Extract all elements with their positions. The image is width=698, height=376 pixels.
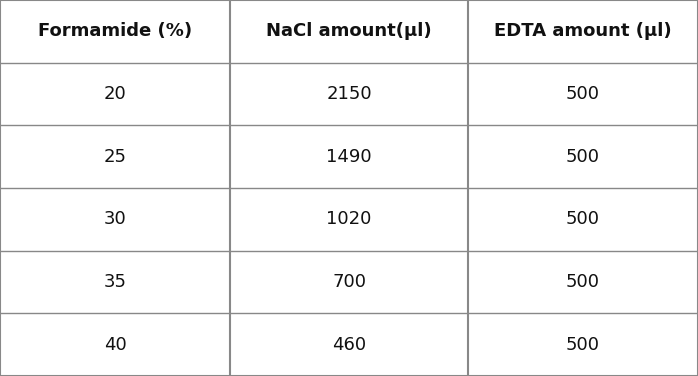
Text: 500: 500 bbox=[566, 273, 600, 291]
Text: EDTA amount (μl): EDTA amount (μl) bbox=[494, 22, 671, 40]
Text: 460: 460 bbox=[332, 336, 366, 354]
Text: 20: 20 bbox=[104, 85, 126, 103]
Text: 30: 30 bbox=[104, 210, 126, 228]
Text: 40: 40 bbox=[104, 336, 126, 354]
Text: 1020: 1020 bbox=[326, 210, 372, 228]
Text: 500: 500 bbox=[566, 210, 600, 228]
Text: 500: 500 bbox=[566, 85, 600, 103]
Text: 1490: 1490 bbox=[326, 148, 372, 166]
Text: 35: 35 bbox=[104, 273, 126, 291]
Text: Formamide (%): Formamide (%) bbox=[38, 22, 192, 40]
Text: 2150: 2150 bbox=[326, 85, 372, 103]
Text: NaCl amount(μl): NaCl amount(μl) bbox=[266, 22, 432, 40]
Text: 700: 700 bbox=[332, 273, 366, 291]
Text: 25: 25 bbox=[104, 148, 126, 166]
Text: 500: 500 bbox=[566, 148, 600, 166]
Text: 500: 500 bbox=[566, 336, 600, 354]
